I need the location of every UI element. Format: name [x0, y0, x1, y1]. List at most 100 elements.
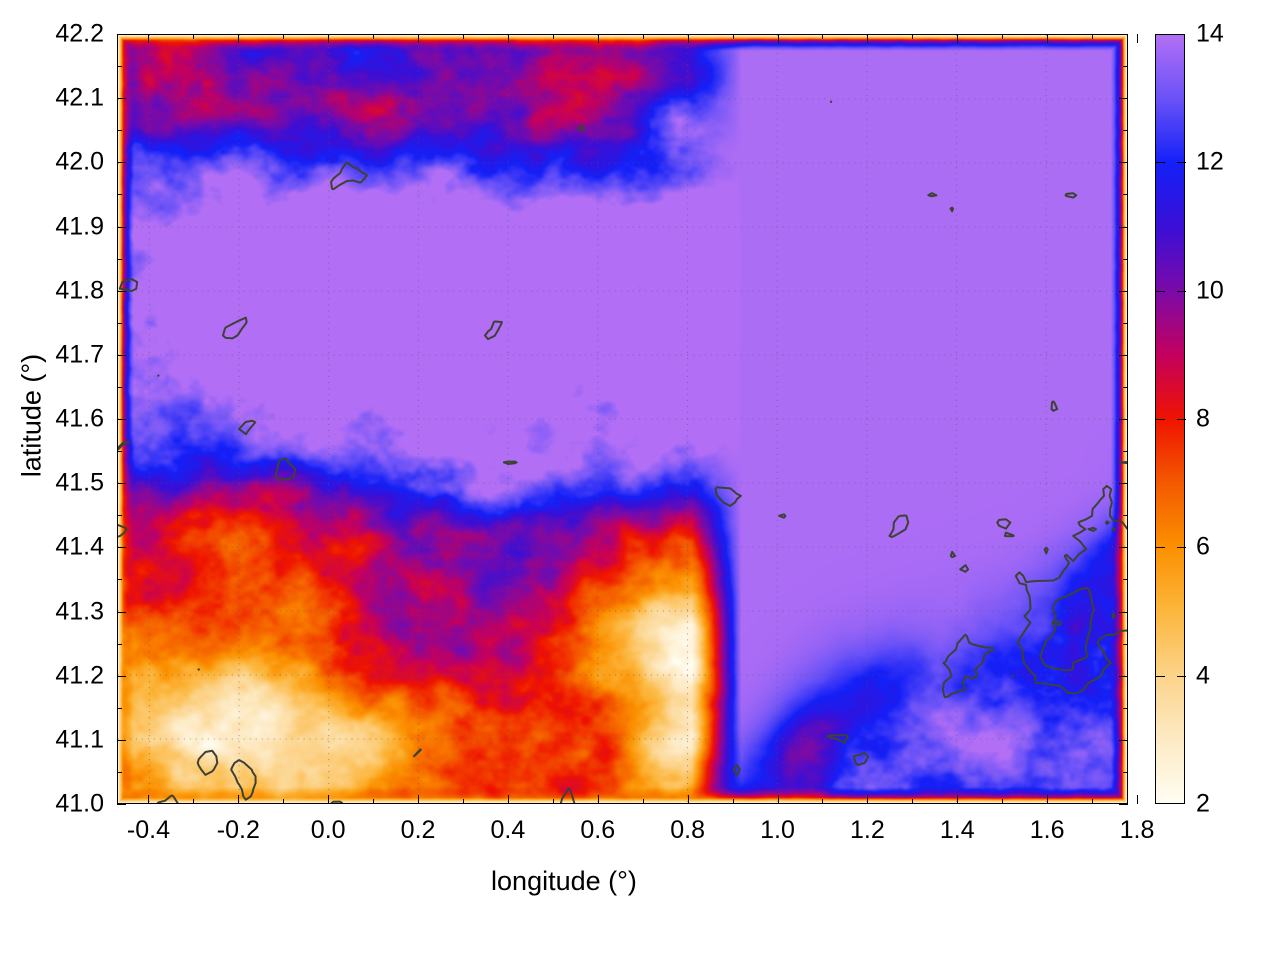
x-axis-label: longitude (°)	[491, 866, 637, 896]
y-axis-tick-label: 42.0	[55, 147, 104, 176]
terrain-contour-overlay	[118, 100, 1127, 803]
x-axis-tick	[148, 34, 150, 43]
x-axis-tick	[957, 34, 959, 43]
terrain-contour-line	[1087, 526, 1098, 532]
terrain-contour-line	[230, 759, 257, 801]
x-axis-tick-label: 1.4	[939, 816, 975, 844]
x-axis-tick	[687, 795, 689, 804]
plot-area[interactable]	[117, 34, 1128, 804]
colorbar-tick-label: 14	[1196, 19, 1224, 48]
y-axis-tick-label: 41.8	[55, 276, 104, 305]
y-axis-minor-tick	[1123, 258, 1128, 260]
terrain-contour-line	[1014, 484, 1127, 695]
y-axis-minor-tick	[117, 451, 122, 453]
y-axis-tick	[117, 804, 126, 805]
x-axis-tick-label: 1.8	[1119, 816, 1155, 844]
x-axis-tick	[418, 34, 420, 43]
terrain-contour-line	[559, 787, 576, 803]
y-axis-tick	[117, 226, 126, 228]
terrain-contour-line	[1064, 192, 1078, 199]
x-axis-minor-tick	[912, 34, 914, 39]
colorbar-tick	[1177, 419, 1186, 420]
x-axis-minor-tick	[462, 799, 464, 804]
terrain-contour-line	[156, 794, 179, 803]
x-axis-tick	[148, 795, 150, 804]
terrain-contour-line	[941, 633, 995, 699]
x-axis-minor-tick	[642, 34, 644, 39]
colorbar-tick	[1177, 675, 1186, 677]
y-axis-tick-label: 41.1	[55, 725, 104, 754]
y-axis-minor-tick	[1123, 322, 1128, 324]
y-axis-tick	[1119, 162, 1128, 164]
terrain-contour-line	[1111, 526, 1116, 531]
terrain-contour-line	[1111, 611, 1116, 619]
x-axis-tick-label: -0.2	[216, 816, 260, 844]
colorbar-tick	[1177, 290, 1186, 292]
terrain-contour-line	[732, 764, 741, 777]
y-axis-minor-tick	[117, 130, 122, 132]
colorbar-tick-label: 6	[1196, 532, 1210, 561]
colorbar-tick	[1177, 547, 1186, 549]
y-axis-minor-tick	[117, 643, 122, 645]
y-axis-tick-label: 41.4	[55, 532, 104, 561]
y-axis-tick	[1119, 739, 1128, 741]
y-axis-tick	[117, 739, 126, 741]
terrain-contour-line	[959, 564, 970, 573]
terrain-contour-line	[778, 513, 787, 519]
terrain-contour-line	[483, 320, 503, 341]
y-axis-minor-tick	[1123, 130, 1128, 132]
x-axis-minor-tick	[193, 799, 195, 804]
x-axis-tick	[1136, 34, 1138, 43]
x-axis-minor-tick	[822, 34, 824, 39]
terrain-contour-line	[996, 518, 1012, 530]
terrain-contour-line	[118, 440, 131, 451]
terrain-contour-line	[1039, 586, 1096, 672]
y-axis-tick	[117, 419, 126, 420]
y-axis-minor-tick	[117, 386, 122, 388]
x-axis-tick	[238, 795, 240, 804]
y-axis-tick	[1119, 290, 1128, 292]
y-axis-tick-label: 41.9	[55, 212, 104, 240]
terrain-contour-line	[221, 316, 248, 340]
x-axis-tick-label: 1.2	[849, 816, 885, 844]
x-axis-minor-tick	[462, 34, 464, 39]
colorbar-tick-label: 2	[1196, 789, 1210, 818]
y-axis-tick	[1119, 419, 1128, 420]
x-axis-tick-label: 0.4	[490, 816, 526, 844]
x-axis-tick	[777, 34, 779, 43]
terrain-contour-line	[927, 192, 938, 198]
y-axis-tick-label: 41.5	[55, 468, 104, 497]
x-axis-tick	[687, 34, 689, 43]
y-axis-minor-tick	[1123, 451, 1128, 453]
y-axis-minor-tick	[1123, 515, 1128, 517]
colorbar-tick	[1156, 547, 1165, 549]
terrain-contour-line	[196, 749, 219, 776]
colorbar-tick	[1156, 290, 1165, 292]
y-axis-minor-tick	[117, 707, 122, 709]
terrain-contour-line	[826, 734, 849, 744]
x-axis-tick	[867, 795, 869, 804]
terrain-contour-line	[1050, 400, 1059, 412]
x-axis-tick	[507, 34, 509, 43]
terrain-contour-line	[330, 800, 344, 803]
y-axis-minor-tick	[117, 579, 122, 581]
x-axis-tick-label: 0.6	[580, 816, 616, 844]
y-axis-tick	[1119, 34, 1128, 35]
x-axis-minor-tick	[552, 34, 554, 39]
terrain-contour-line	[1043, 546, 1049, 555]
x-axis-tick	[328, 34, 330, 43]
x-axis-tick	[1047, 795, 1049, 804]
y-axis-tick	[117, 483, 126, 485]
x-axis-tick	[1047, 34, 1049, 43]
x-axis-minor-tick	[642, 799, 644, 804]
x-axis-minor-tick	[283, 34, 285, 39]
terrain-contour-line	[502, 460, 518, 465]
terrain-contour-line	[1119, 460, 1127, 464]
y-axis-minor-tick	[117, 194, 122, 196]
x-axis-minor-tick	[1092, 34, 1094, 39]
y-axis-minor-tick	[117, 515, 122, 517]
x-axis-minor-tick	[732, 34, 734, 39]
y-axis-tick	[117, 162, 126, 164]
y-axis-tick-label: 41.6	[55, 404, 104, 433]
x-axis-tick	[597, 34, 599, 43]
